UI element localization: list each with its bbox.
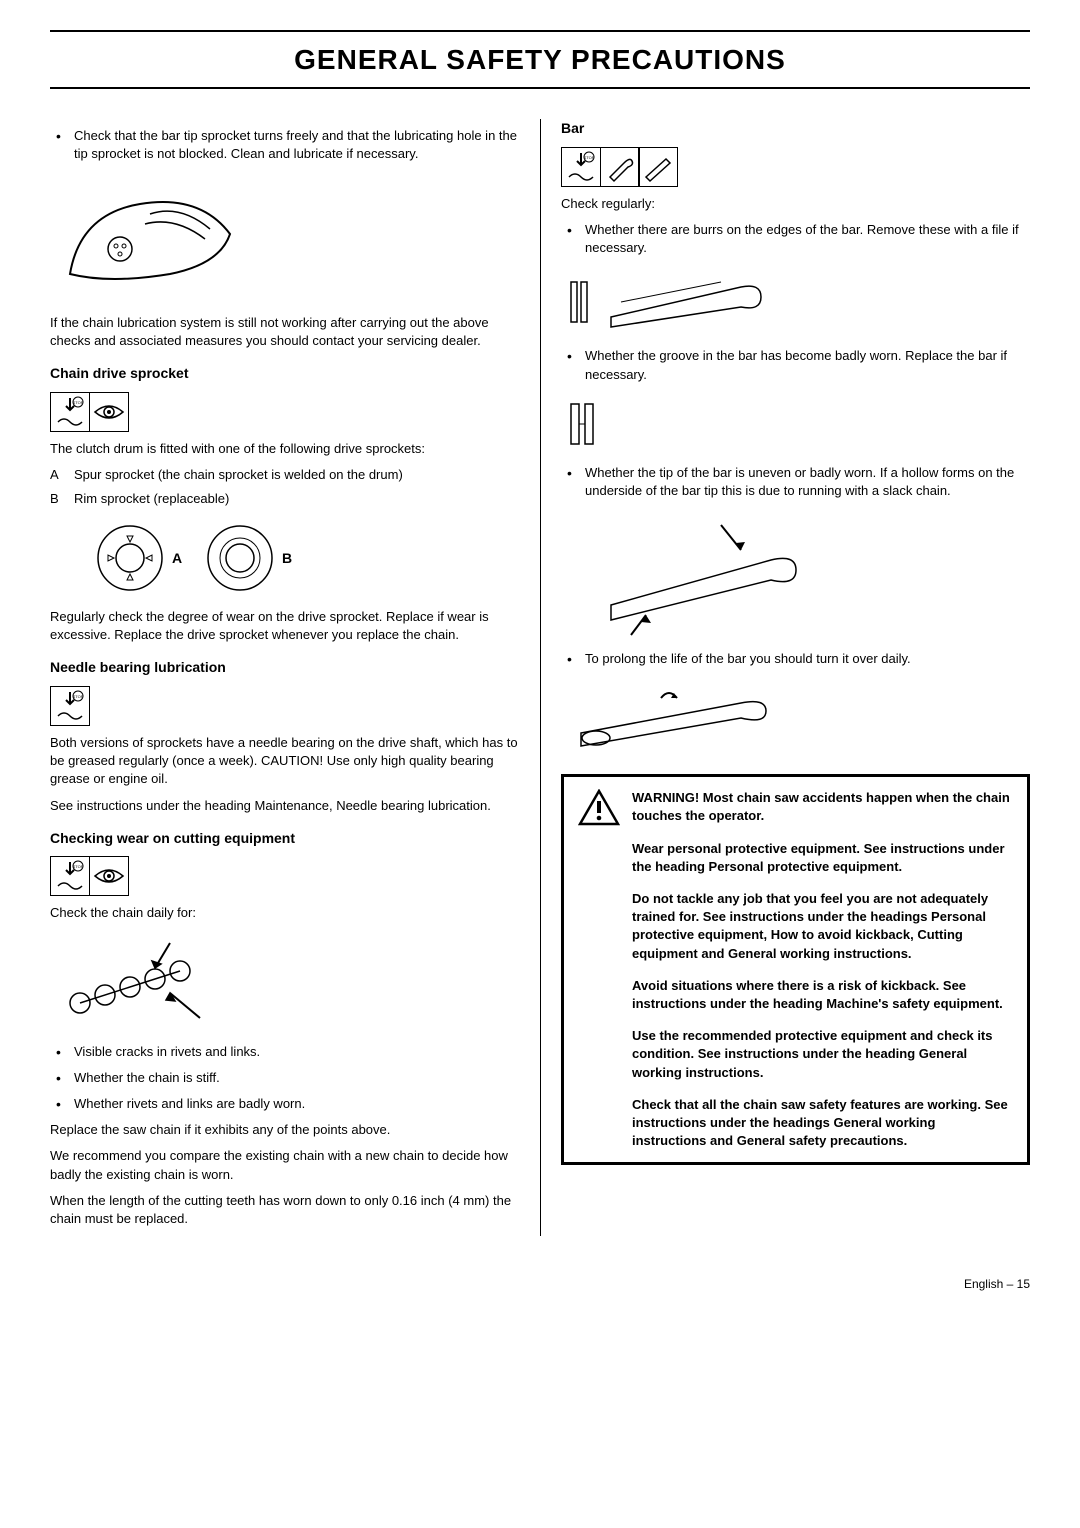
stop-arrow-icon: STOP: [561, 147, 601, 187]
page-title: GENERAL SAFETY PRECAUTIONS: [50, 30, 1030, 89]
icon-row-bar: STOP: [561, 147, 1030, 187]
needle-p1: Both versions of sprockets have a needle…: [50, 734, 520, 789]
figure-bar-burrs: [561, 267, 781, 337]
figure-chain-wear: [50, 933, 250, 1033]
heading-chain-drive-sprocket: Chain drive sprocket: [50, 364, 520, 384]
bar-bullet-1: Whether there are burrs on the edges of …: [561, 221, 1030, 257]
svg-text:STOP: STOP: [73, 864, 84, 869]
sprocket-intro: The clutch drum is fitted with one of th…: [50, 440, 520, 458]
heading-checking-wear: Checking wear on cutting equipment: [50, 829, 520, 849]
bar-bullet-4: To prolong the life of the bar you shoul…: [561, 650, 1030, 668]
bar-bullets-3: Whether the tip of the bar is uneven or …: [561, 464, 1030, 500]
figure-bar-tip-wear: [591, 510, 811, 640]
after-fig1-text: If the chain lubrication system is still…: [50, 314, 520, 350]
bar-bullets-2: Whether the groove in the bar has become…: [561, 347, 1030, 383]
check-p2: We recommend you compare the existing ch…: [50, 1147, 520, 1183]
check-bullets: Visible cracks in rivets and links. Whet…: [50, 1043, 520, 1114]
warning-text: WARNING! Most chain saw accidents happen…: [632, 789, 1013, 1150]
svg-text:STOP: STOP: [73, 694, 84, 699]
eye-icon: [89, 392, 129, 432]
check-p1: Replace the saw chain if it exhibits any…: [50, 1121, 520, 1139]
warn-p4: Avoid situations where there is a risk o…: [632, 977, 1013, 1013]
icon-row-sprocket: STOP: [50, 392, 520, 432]
stop-arrow-icon: STOP: [50, 392, 90, 432]
page-footer: English – 15: [50, 1276, 1030, 1293]
warn-p6: Check that all the chain saw safety feat…: [632, 1096, 1013, 1151]
check-bullet-1: Visible cracks in rivets and links.: [50, 1043, 520, 1061]
warn-p5: Use the recommended protective equipment…: [632, 1027, 1013, 1082]
bar-bullets-1: Whether there are burrs on the edges of …: [561, 221, 1030, 257]
right-column: Bar STOP Check regularly: Whether there …: [540, 119, 1030, 1236]
icon-row-check: STOP: [50, 856, 520, 896]
file-tool-icon: [638, 147, 678, 187]
intro-bullet-1: Check that the bar tip sprocket turns fr…: [50, 127, 520, 163]
figure-bar-tip-lubrication: [50, 174, 250, 304]
sprocket-wear-text: Regularly check the degree of wear on th…: [50, 608, 520, 644]
heading-bar: Bar: [561, 119, 1030, 139]
sprocket-b-text: Rim sprocket (replaceable): [74, 491, 229, 506]
check-bullet-2: Whether the chain is stiff.: [50, 1069, 520, 1087]
intro-bullets: Check that the bar tip sprocket turns fr…: [50, 127, 520, 163]
warn-p3: Do not tackle any job that you feel you …: [632, 890, 1013, 963]
icon-row-needle: STOP: [50, 686, 520, 726]
figure-bar-groove: [561, 394, 611, 454]
bar-intro: Check regularly:: [561, 195, 1030, 213]
svg-text:STOP: STOP: [584, 155, 595, 160]
figure-bar-turnover: [561, 678, 781, 758]
warning-box: WARNING! Most chain saw accidents happen…: [561, 774, 1030, 1165]
warn-p1: WARNING! Most chain saw accidents happen…: [632, 789, 1013, 825]
sprocket-item-a: ASpur sprocket (the chain sprocket is we…: [50, 466, 520, 484]
bar-bullet-3: Whether the tip of the bar is uneven or …: [561, 464, 1030, 500]
eye-icon: [89, 856, 129, 896]
warn-p2: Wear personal protective equipment. See …: [632, 840, 1013, 876]
bar-bullet-2: Whether the groove in the bar has become…: [561, 347, 1030, 383]
svg-text:STOP: STOP: [73, 400, 84, 405]
two-column-layout: Check that the bar tip sprocket turns fr…: [50, 119, 1030, 1236]
figure-sprocket-ab: A B: [90, 518, 330, 598]
needle-p2: See instructions under the heading Maint…: [50, 797, 520, 815]
check-p3: When the length of the cutting teeth has…: [50, 1192, 520, 1228]
label-a: A: [172, 550, 182, 566]
sprocket-item-b: BRim sprocket (replaceable): [50, 490, 520, 508]
stop-arrow-icon: STOP: [50, 856, 90, 896]
sprocket-list: ASpur sprocket (the chain sprocket is we…: [50, 466, 520, 508]
sprocket-a-text: Spur sprocket (the chain sprocket is wel…: [74, 467, 403, 482]
heading-needle-bearing: Needle bearing lubrication: [50, 658, 520, 678]
left-column: Check that the bar tip sprocket turns fr…: [50, 119, 540, 1236]
check-intro: Check the chain daily for:: [50, 904, 520, 922]
stop-arrow-icon: STOP: [50, 686, 90, 726]
check-bullet-3: Whether rivets and links are badly worn.: [50, 1095, 520, 1113]
wrench-icon: [600, 147, 640, 187]
bar-bullets-4: To prolong the life of the bar you shoul…: [561, 650, 1030, 668]
label-b: B: [282, 550, 292, 566]
warning-triangle-icon: [578, 789, 620, 827]
